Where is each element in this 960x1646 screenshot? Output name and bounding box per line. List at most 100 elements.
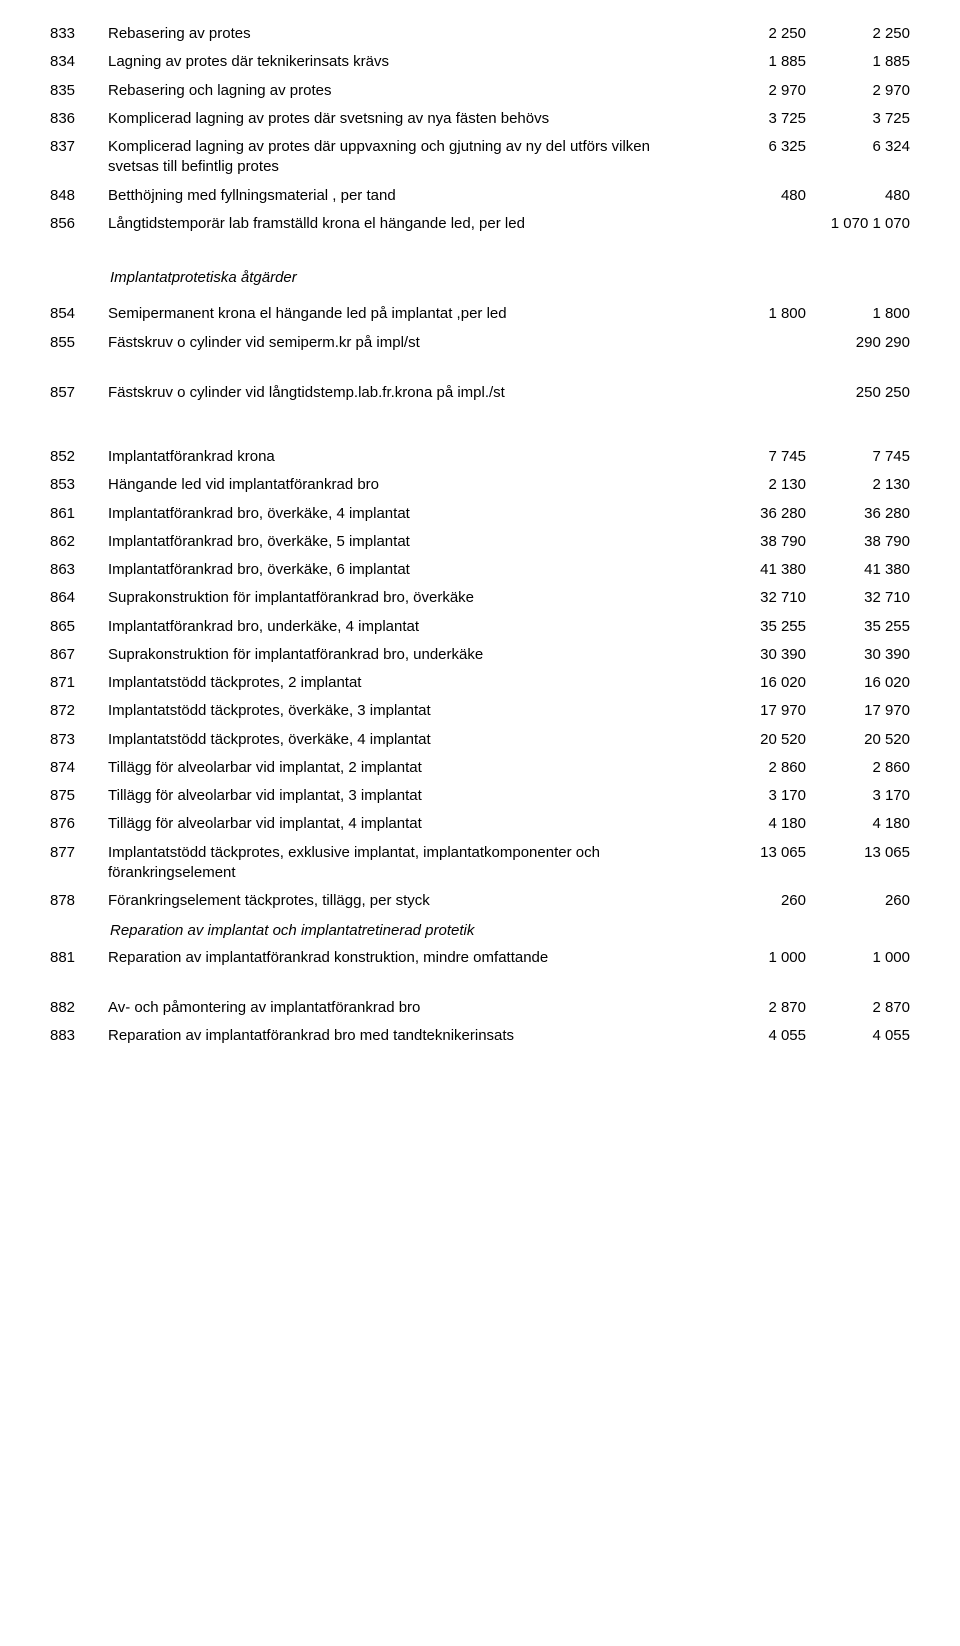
code-cell: 883 [48, 1022, 108, 1050]
table-row: 862Implantatförankrad bro, överkäke, 5 i… [48, 528, 912, 556]
code-cell: 854 [48, 300, 108, 328]
value2-cell: 1 000 [808, 944, 912, 972]
value2-cell: 2 860 [808, 754, 912, 782]
value2-cell: 32 710 [808, 584, 912, 612]
desc-cell: Av- och påmontering av implantatförankra… [108, 994, 704, 1022]
code-cell: 853 [48, 471, 108, 499]
desc-cell: Implantatstödd täckprotes, överkäke, 4 i… [108, 726, 704, 754]
code-cell: 862 [48, 528, 108, 556]
table-row: 848Betthöjning med fyllningsmaterial , p… [48, 182, 912, 210]
code-cell: 873 [48, 726, 108, 754]
code-cell: 872 [48, 697, 108, 725]
value2-cell: 7 745 [808, 443, 912, 471]
value1-cell: 32 710 [704, 584, 808, 612]
table-row: 865Implantatförankrad bro, underkäke, 4 … [48, 613, 912, 641]
value2-cell: 2 970 [808, 77, 912, 105]
code-cell: 878 [48, 887, 108, 915]
table-row: 874Tillägg för alveolarbar vid implantat… [48, 754, 912, 782]
value1-cell [704, 379, 808, 407]
table-row: 852Implantatförankrad krona7 7457 745 [48, 443, 912, 471]
value1-cell: 3 725 [704, 105, 808, 133]
table-row: 855Fästskruv o cylinder vid semiperm.kr … [48, 329, 912, 357]
code-cell: 882 [48, 994, 108, 1022]
value1-cell: 2 870 [704, 994, 808, 1022]
table-row: 833Rebasering av protes2 2502 250 [48, 20, 912, 48]
value2-cell: 1 885 [808, 48, 912, 76]
value1-cell: 41 380 [704, 556, 808, 584]
desc-cell: Tillägg för alveolarbar vid implantat, 3… [108, 782, 704, 810]
table-row: 875Tillägg för alveolarbar vid implantat… [48, 782, 912, 810]
document-page: 833Rebasering av protes2 2502 250834Lagn… [0, 0, 960, 1090]
value1-cell: 4 180 [704, 810, 808, 838]
value1-cell: 2 860 [704, 754, 808, 782]
code-cell: 855 [48, 329, 108, 357]
desc-cell: Komplicerad lagning av protes där svetsn… [108, 105, 704, 133]
table-row: 876Tillägg för alveolarbar vid implantat… [48, 810, 912, 838]
code-cell: 857 [48, 379, 108, 407]
desc-cell: Implantatförankrad bro, överkäke, 6 impl… [108, 556, 704, 584]
desc-cell: Reparation av implantatförankrad konstru… [108, 944, 704, 972]
desc-cell: Hängande led vid implantatförankrad bro [108, 471, 704, 499]
desc-cell: Implantatförankrad bro, underkäke, 4 imp… [108, 613, 704, 641]
value2-cell: 38 790 [808, 528, 912, 556]
desc-cell: Tillägg för alveolarbar vid implantat, 4… [108, 810, 704, 838]
code-cell: 834 [48, 48, 108, 76]
value1-cell: 1 800 [704, 300, 808, 328]
value1-cell: 1 885 [704, 48, 808, 76]
code-cell: 865 [48, 613, 108, 641]
value1-cell: 2 130 [704, 471, 808, 499]
value1-cell: 38 790 [704, 528, 808, 556]
value1-cell: 36 280 [704, 500, 808, 528]
value1-cell: 4 055 [704, 1022, 808, 1050]
section-heading: Implantatprotetiska åtgärder [48, 238, 912, 300]
desc-cell: Rebasering av protes [108, 20, 704, 48]
value1-cell: 30 390 [704, 641, 808, 669]
code-cell: 875 [48, 782, 108, 810]
value2-cell: 3 170 [808, 782, 912, 810]
value2-cell: 4 055 [808, 1022, 912, 1050]
value1-cell: 17 970 [704, 697, 808, 725]
table-row: 878Förankringselement täckprotes, tilläg… [48, 887, 912, 915]
table-row: 882Av- och påmontering av implantatföran… [48, 994, 912, 1022]
value2-cell: 2 130 [808, 471, 912, 499]
desc-cell: Implantatförankrad krona [108, 443, 704, 471]
value1-cell: 35 255 [704, 613, 808, 641]
value2-cell: 6 324 [808, 133, 912, 182]
table-row: 877Implantatstödd täckprotes, exklusive … [48, 839, 912, 888]
desc-cell: Långtidstemporär lab framställd krona el… [108, 210, 704, 238]
value2-cell: 2 870 [808, 994, 912, 1022]
value2-cell: 2 250 [808, 20, 912, 48]
heading-text: Reparation av implantat och implantatret… [108, 915, 912, 943]
desc-cell: Suprakonstruktion för implantatförankrad… [108, 584, 704, 612]
code-cell: 861 [48, 500, 108, 528]
value2-cell: 41 380 [808, 556, 912, 584]
table-row: 835Rebasering och lagning av protes2 970… [48, 77, 912, 105]
code-cell: 863 [48, 556, 108, 584]
desc-cell: Fästskruv o cylinder vid långtidstemp.la… [108, 379, 704, 407]
code-cell: 848 [48, 182, 108, 210]
code-cell: 871 [48, 669, 108, 697]
table-row: 873Implantatstödd täckprotes, överkäke, … [48, 726, 912, 754]
table-row: 871Implantatstödd täckprotes, 2 implanta… [48, 669, 912, 697]
value2-cell: 1 070 1 070 [808, 210, 912, 238]
value2-cell: 30 390 [808, 641, 912, 669]
code-cell: 867 [48, 641, 108, 669]
table-row: 881Reparation av implantatförankrad kons… [48, 944, 912, 972]
desc-cell: Implantatförankrad bro, överkäke, 4 impl… [108, 500, 704, 528]
value2-cell: 480 [808, 182, 912, 210]
desc-cell: Komplicerad lagning av protes där uppvax… [108, 133, 704, 182]
desc-cell: Implantatstödd täckprotes, exklusive imp… [108, 839, 704, 888]
table-row: 837Komplicerad lagning av protes där upp… [48, 133, 912, 182]
code-cell: 876 [48, 810, 108, 838]
value1-cell: 6 325 [704, 133, 808, 182]
desc-cell: Implantatstödd täckprotes, överkäke, 3 i… [108, 697, 704, 725]
desc-cell: Implantatstödd täckprotes, 2 implantat [108, 669, 704, 697]
value1-cell [704, 329, 808, 357]
value1-cell: 260 [704, 887, 808, 915]
table-row: 854Semipermanent krona el hängande led p… [48, 300, 912, 328]
code-cell: 833 [48, 20, 108, 48]
desc-cell: Fästskruv o cylinder vid semiperm.kr på … [108, 329, 704, 357]
desc-cell: Suprakonstruktion för implantatförankrad… [108, 641, 704, 669]
desc-cell: Tillägg för alveolarbar vid implantat, 2… [108, 754, 704, 782]
table-row: 864Suprakonstruktion för implantatförank… [48, 584, 912, 612]
